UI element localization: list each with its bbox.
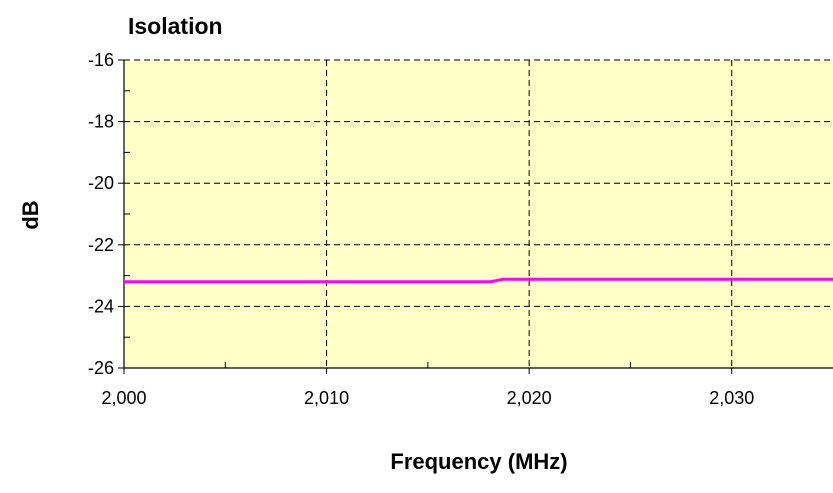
y-tick-label: -24 xyxy=(88,296,114,316)
series-layer xyxy=(124,277,833,284)
x-tick-label: 2,030 xyxy=(709,388,754,408)
y-tick-label: -16 xyxy=(88,50,114,70)
y-tick-label: -18 xyxy=(88,112,114,132)
tick-labels: -16 -18 -20 -22 -24 -26 2,000 2,010 2,020 2,030 xyxy=(88,50,754,408)
x-tick-label: 2,020 xyxy=(507,388,552,408)
x-tick-label: 2,010 xyxy=(304,388,349,408)
y-axis-title: dB xyxy=(18,200,43,229)
y-tick-label: -20 xyxy=(88,173,114,193)
y-tick-label: -22 xyxy=(88,235,114,255)
x-axis-title: Frequency (MHz) xyxy=(390,449,567,474)
y-tick-label: -26 xyxy=(88,358,114,378)
chart-title: Isolation xyxy=(128,13,223,39)
series-line xyxy=(124,277,833,284)
x-tick-label: 2,000 xyxy=(101,388,146,408)
gridlines xyxy=(124,59,833,368)
axes xyxy=(118,59,833,374)
plot-area xyxy=(124,60,833,368)
